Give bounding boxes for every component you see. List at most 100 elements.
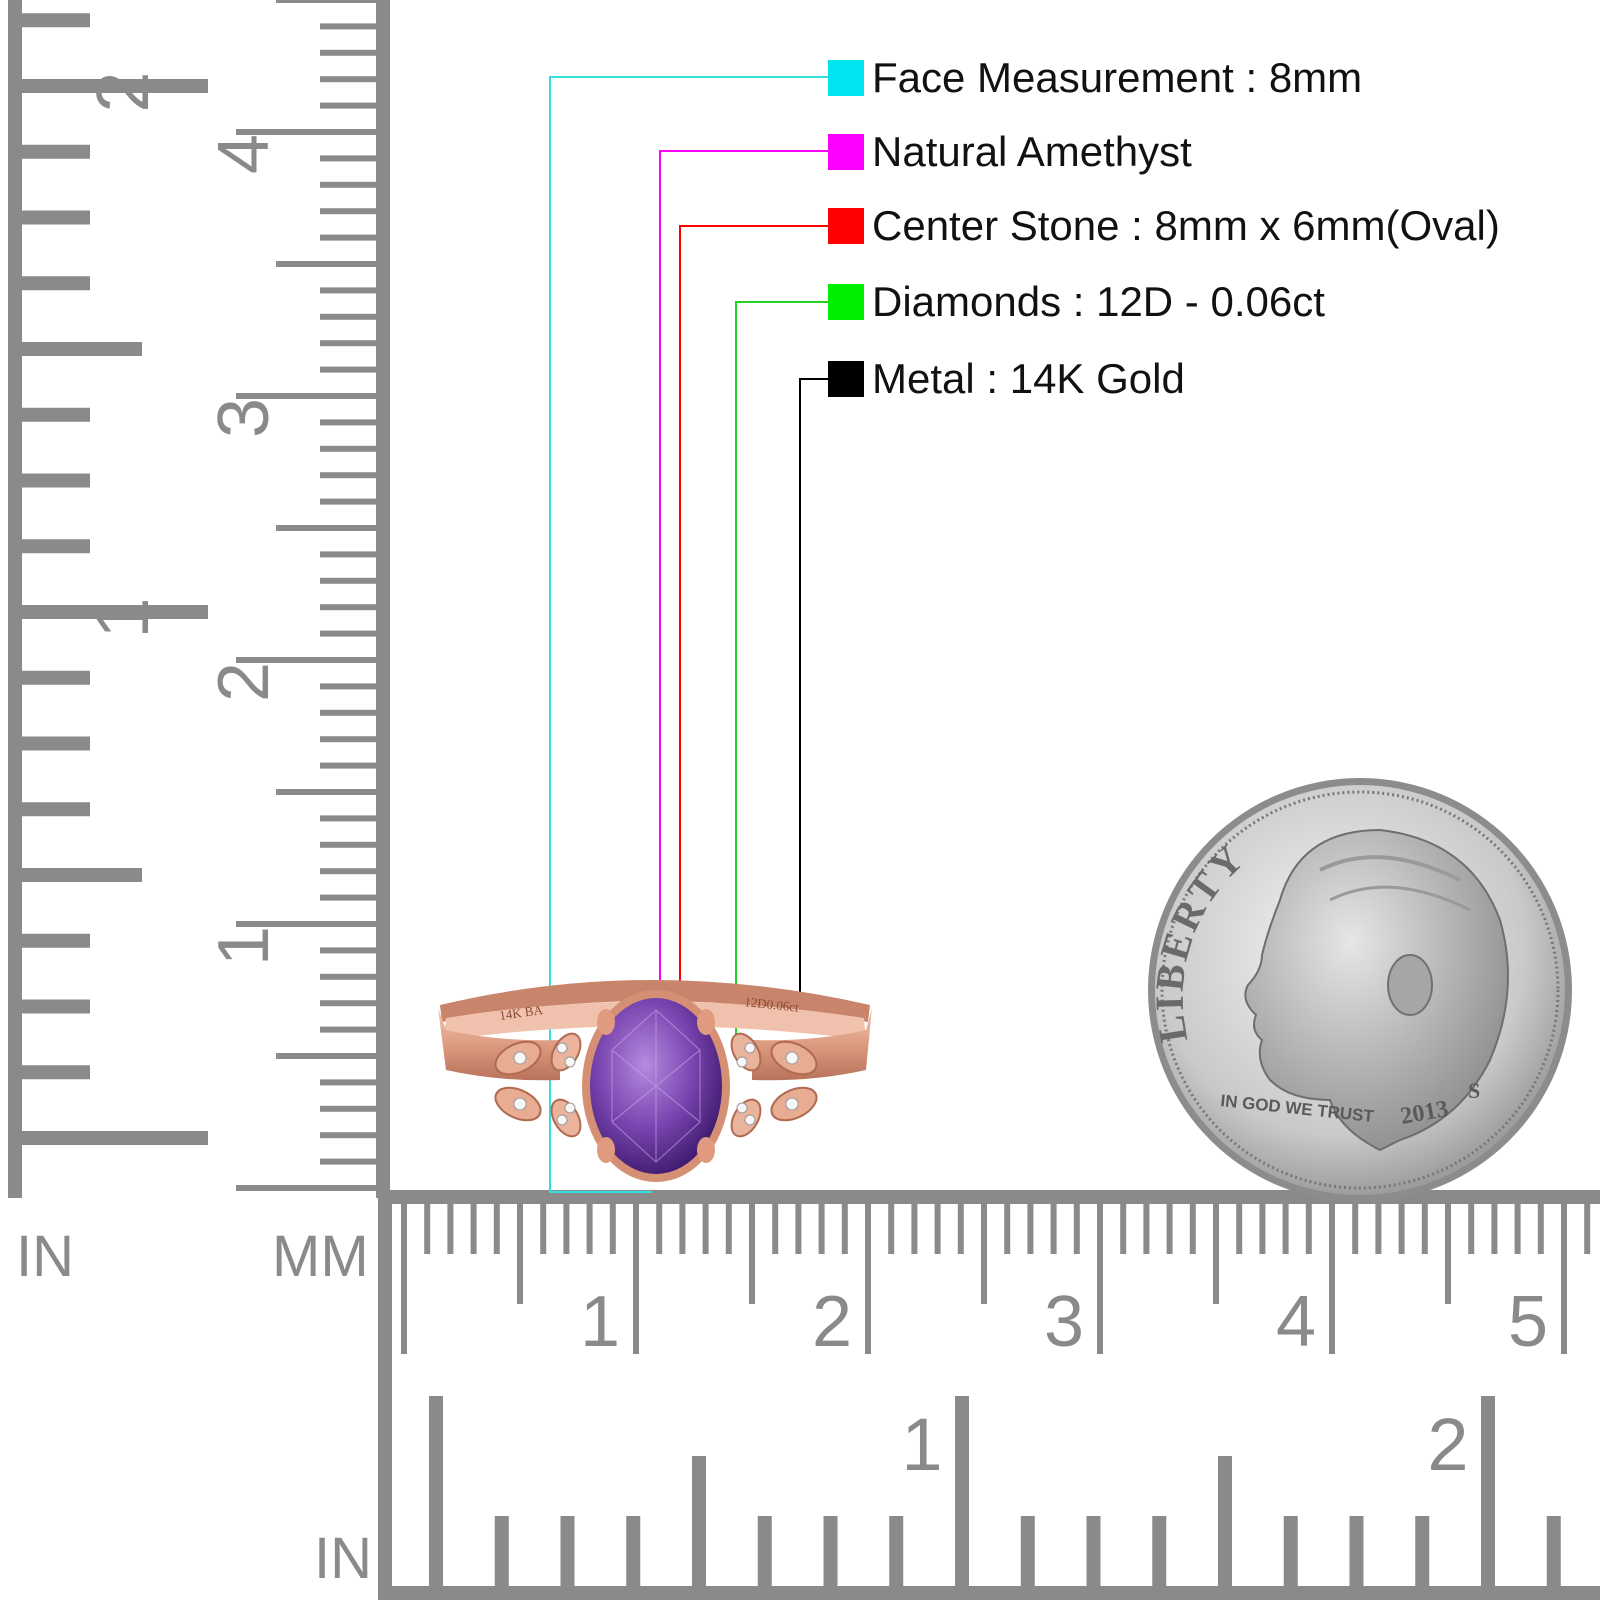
bottom-cm-label: 3 [1044,1282,1084,1362]
inch-tick [22,342,142,356]
mm-tick [702,1204,709,1254]
mm-tick [1584,1204,1591,1254]
mm-tick [1468,1204,1475,1254]
inch-tick [560,1516,575,1586]
inch-tick [22,13,90,28]
mm-tick [276,0,376,3]
mm-tick [236,393,376,399]
mm-tick [1097,1204,1103,1354]
left-ruler-edge-mm [376,0,390,1198]
bottom-cm-label: 4 [1276,1282,1316,1362]
ring-image: 14K BA 12D0.06ct [438,980,872,1182]
mm-tick [236,921,376,927]
mm-tick [725,1204,732,1254]
spec-label-metal: Metal : 14K Gold [872,355,1185,402]
mm-tick [981,1204,987,1304]
mm-tick [586,1204,593,1254]
inch-tick [22,802,90,817]
mm-tick [320,1079,376,1086]
mm-tick [320,419,376,426]
inch-tick [1218,1456,1232,1586]
inch-tick [1349,1516,1364,1586]
mm-tick [320,340,376,347]
inch-tick [889,1516,904,1586]
inch-tick [22,868,142,882]
leader-center-stone [679,225,828,1092]
mm-tick [320,947,376,954]
right-leaf-setting [730,1032,818,1138]
inch-tick [22,79,208,93]
mm-tick [1282,1204,1289,1254]
mm-tick [320,155,376,162]
mm-tick [320,102,376,109]
bottom-inch-label: 2 [1427,1403,1468,1486]
ruler-unit-in-bottom: IN [314,1526,372,1591]
mm-tick [517,1204,523,1304]
mm-tick [320,498,376,505]
mm-tick [934,1204,941,1254]
mm-tick [1445,1204,1451,1304]
mm-tick [276,789,376,795]
mm-tick [320,683,376,690]
inch-tick [1546,1516,1561,1586]
mm-tick [320,973,376,980]
spec-color-swatch-metal [828,361,864,397]
mm-tick [772,1204,779,1254]
mm-tick [320,736,376,743]
spec-label-center-stone: Center Stone : 8mm x 6mm(Oval) [872,202,1500,249]
mm-tick [795,1204,802,1254]
mm-tick [888,1204,895,1254]
mm-tick [320,234,376,241]
mm-tick [320,630,376,637]
leader-lines [549,76,828,1193]
mm-tick [749,1204,755,1304]
spec-natural-amethyst: Natural Amethyst [828,130,1192,174]
mm-tick [1166,1204,1173,1254]
mm-tick [320,894,376,901]
mm-tick [563,1204,570,1254]
dime-coin: LIBERTY IN GOD WE TRUST 2013 S [1146,778,1572,1202]
inch-tick [22,539,90,554]
inch-tick [22,473,90,488]
spec-diamonds: Diamonds : 12D - 0.06ct [828,280,1325,324]
mm-tick [320,841,376,848]
engraving-left: 14K BA [498,1002,544,1023]
mm-tick [276,261,376,267]
mm-tick [447,1204,454,1254]
mm-tick [1213,1204,1219,1304]
mm-tick [320,762,376,769]
spec-color-swatch-diamonds [828,284,864,320]
mm-tick [320,868,376,875]
spec-color-swatch-center-stone [828,208,864,244]
leader-metal [799,378,828,1012]
inch-tick [1481,1396,1495,1586]
spec-color-swatch-natural-amethyst [828,134,864,170]
spec-label-natural-amethyst: Natural Amethyst [872,128,1192,175]
bottom-inch-label: 1 [901,1403,942,1486]
mm-tick [493,1204,500,1254]
mm-tick [320,577,376,584]
inch-tick [22,736,90,751]
mm-tick [656,1204,663,1254]
mm-tick [320,287,376,294]
leader-face-measurement [549,76,828,1193]
inch-tick [757,1516,772,1586]
spec-color-swatch-face-measurement [828,60,864,96]
inch-tick [1152,1516,1167,1586]
inch-tick [1020,1516,1035,1586]
spec-face-measurement: Face Measurement : 8mm [828,56,1362,100]
mm-tick [1259,1204,1266,1254]
mm-tick [1491,1204,1498,1254]
inch-tick [22,1131,208,1145]
bottom-ruler-edge-top [378,1190,1600,1204]
left-cm-label: 3 [204,398,284,438]
left-inch-label: 2 [81,71,164,112]
spec-metal: Metal : 14K Gold [828,357,1185,401]
mm-tick [320,472,376,479]
coin-portrait [1244,828,1509,1152]
leader-natural-amethyst [659,150,828,1092]
mm-tick [1352,1204,1359,1254]
ruler-unit-in-left: IN [16,1224,74,1289]
